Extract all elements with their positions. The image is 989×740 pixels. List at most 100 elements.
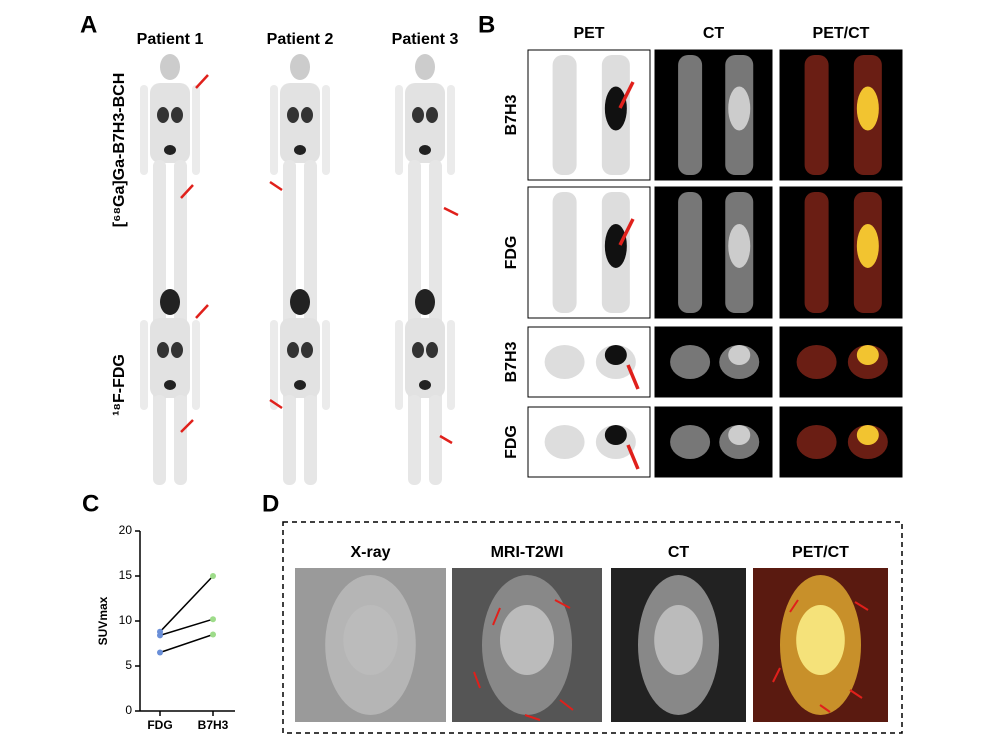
arrow: [180, 419, 194, 433]
limb: [552, 55, 577, 175]
mip-image: [140, 289, 200, 480]
arrow: [269, 180, 283, 192]
mip-image: [395, 289, 455, 480]
organ: [294, 380, 306, 390]
lesion: [728, 86, 751, 131]
y-axis-label: SUVmax: [96, 596, 110, 645]
scan-image: [527, 406, 651, 478]
lesion: [604, 223, 627, 268]
image-frame: [654, 49, 773, 181]
organ: [426, 342, 438, 358]
arrow: [849, 689, 863, 699]
arrow: [524, 714, 541, 721]
scan-image: [753, 568, 888, 722]
limb: [670, 345, 711, 379]
arm: [447, 85, 455, 175]
organ: [157, 342, 169, 358]
organ: [412, 107, 424, 123]
organ: [426, 107, 438, 123]
arrow: [626, 444, 640, 470]
image-frame: [779, 49, 903, 181]
column-title: Patient 3: [392, 31, 459, 48]
arrow: [789, 599, 799, 613]
column-title: CT: [668, 544, 690, 561]
series-line: [159, 633, 214, 654]
arrow: [195, 304, 209, 319]
column-title: MRI-T2WI: [491, 544, 564, 561]
organ: [287, 107, 299, 123]
scan-image: [654, 326, 773, 398]
lesion: [654, 605, 703, 675]
data-point: [210, 631, 216, 638]
leg: [304, 395, 317, 480]
limb: [544, 345, 585, 379]
panel-label: B: [478, 11, 495, 38]
lesion: [604, 86, 627, 131]
arm: [140, 85, 148, 175]
organ: [294, 145, 306, 155]
arrow: [626, 364, 640, 390]
arrow: [618, 81, 635, 109]
limb: [552, 192, 577, 313]
lesion: [796, 605, 845, 675]
arrow: [554, 599, 571, 609]
scan-image: [452, 568, 602, 722]
data-point: [157, 632, 163, 639]
torso: [405, 83, 445, 163]
scan-image: [654, 406, 773, 478]
y-tick-label: 15: [119, 568, 133, 582]
scan-image: [779, 406, 903, 478]
arrow: [180, 184, 194, 199]
leg: [153, 395, 166, 480]
organ: [287, 342, 299, 358]
data-point: [157, 649, 163, 656]
organ: [171, 342, 183, 358]
organ: [419, 380, 431, 390]
lesion: [856, 223, 879, 268]
arm: [322, 320, 330, 410]
organ: [164, 145, 176, 155]
dashed-frame: [282, 521, 903, 734]
scan-image: [779, 49, 903, 181]
image-frame: [527, 49, 651, 181]
lesion: [604, 345, 627, 365]
lesion: [856, 86, 879, 131]
head: [415, 289, 435, 315]
scan-image: [611, 568, 746, 722]
panel-label: D: [262, 490, 279, 517]
mip-image: [270, 54, 330, 485]
arm: [192, 320, 200, 410]
limb: [804, 192, 829, 313]
lesion: [343, 605, 398, 675]
arm: [270, 85, 278, 175]
scan-image: [295, 568, 446, 722]
mip-image: [270, 289, 330, 480]
arm: [192, 85, 200, 175]
lesion: [728, 345, 751, 365]
organ: [171, 107, 183, 123]
limb: [796, 345, 837, 379]
arrow: [195, 74, 209, 89]
organ: [164, 380, 176, 390]
arrow: [618, 218, 635, 246]
leg: [429, 395, 442, 480]
arrow: [772, 667, 781, 683]
column-title: PET: [573, 25, 604, 42]
lesion: [728, 223, 751, 268]
series-line: [159, 618, 214, 637]
image-frame: [779, 186, 903, 319]
panel-label: C: [82, 490, 99, 517]
arm: [395, 320, 403, 410]
series-line: [159, 575, 214, 633]
arrow: [439, 434, 453, 445]
lesion: [856, 345, 879, 365]
column-title: PET/CT: [813, 25, 870, 42]
head: [160, 289, 180, 315]
organ: [157, 107, 169, 123]
lesion: [500, 605, 554, 675]
column-title: X-ray: [350, 544, 390, 561]
arrow: [269, 398, 283, 410]
data-point: [210, 616, 216, 623]
organ: [419, 145, 431, 155]
